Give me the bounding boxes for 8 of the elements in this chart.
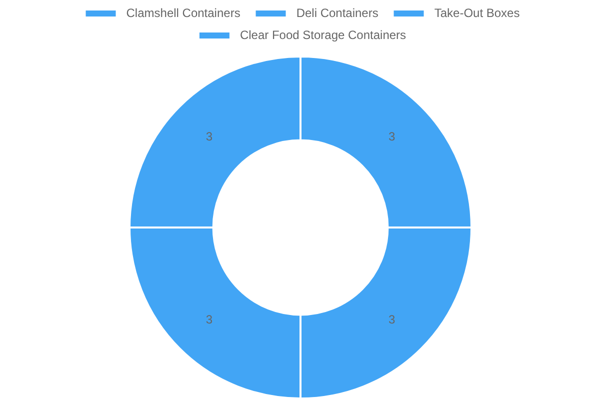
data-label: 3 [206, 312, 213, 326]
data-label: 3 [206, 130, 213, 144]
legend-label: Clamshell Containers [126, 6, 240, 20]
data-label: 3 [388, 312, 396, 326]
data-label: 3 [388, 130, 396, 144]
legend-label: Take-Out Boxes [434, 6, 520, 20]
legend-label: Clear Food Storage Containers [240, 28, 406, 42]
legend-label: Deli Containers [296, 6, 378, 20]
